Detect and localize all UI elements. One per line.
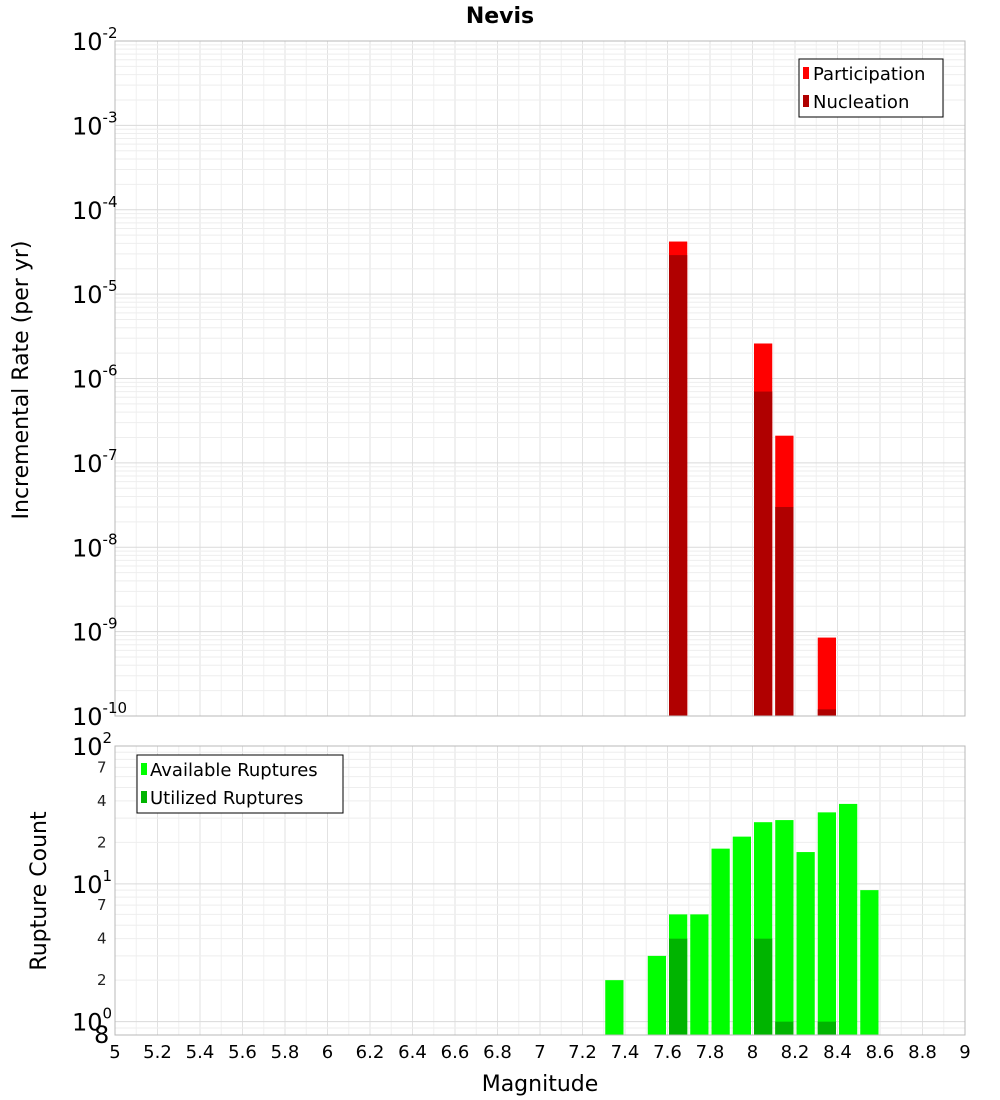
top-y-tick-label: 10-6: [72, 362, 118, 394]
bottom-bar-available-ruptures: [817, 812, 836, 1035]
top-bar-nucleation: [817, 709, 836, 716]
bottom-bar-utilized-ruptures: [775, 1021, 794, 1035]
bottom-y-minor-tick-label: 7: [97, 896, 107, 914]
x-tick-label: 8.8: [908, 1042, 937, 1063]
x-tick-label: 5.8: [271, 1042, 300, 1063]
top-grid: [114, 41, 966, 717]
top-y-tick-label: 10-8: [72, 530, 118, 562]
top-bar-nucleation: [754, 391, 773, 716]
top-plot: 10-10 10-9 10-8 10-7 10-6 10-5 10-4 10-3 10-2 In…: [9, 24, 966, 731]
chart-title: Nevis: [466, 4, 534, 29]
bottom-bar-utilized-ruptures: [754, 938, 773, 1035]
x-tick-label: 5: [109, 1042, 120, 1063]
top-y-tick-label: 10-5: [72, 277, 118, 309]
x-axis-label: Magnitude: [482, 1072, 599, 1097]
x-tick-label: 7.2: [568, 1042, 597, 1063]
bottom-y-tick-label: 102: [72, 729, 112, 761]
x-tick-label: 6: [322, 1042, 333, 1063]
bottom-y-minor-tick-label: 4: [97, 930, 107, 948]
legend-label-available-ruptures: Available Ruptures: [150, 760, 318, 781]
bottom-y-tick-label: 101: [72, 867, 112, 899]
x-tick-label: 8.2: [781, 1042, 810, 1063]
bottom-y-tick-label: 100: [72, 1005, 112, 1037]
x-tick-label: 5.4: [186, 1042, 215, 1063]
bottom-bar-available-ruptures: [860, 890, 879, 1035]
y-axis-label-rupture-count: Rupture Count: [27, 811, 52, 971]
top-bars: [669, 241, 836, 717]
x-tick-label: 6.6: [441, 1042, 470, 1063]
top-plot-border: [114, 40, 966, 717]
x-tick-label: 7.6: [653, 1042, 682, 1063]
bottom-plot: 100 101 102 8 2 4 7 2 4 7 5 5.2 5.4 5.6 5.8 6 6.2 6.4 6.6…: [27, 729, 971, 1097]
bottom-bar-available-ruptures: [839, 803, 858, 1035]
bottom-bar-available-ruptures: [711, 848, 730, 1035]
legend-label-participation: Participation: [813, 64, 925, 85]
bottom-bar-utilized-ruptures: [817, 1021, 836, 1035]
top-bar-nucleation: [669, 255, 688, 717]
top-bar-participation: [817, 637, 836, 716]
bottom-y-ticks: 100 101 102 8 2 4 7 2 4 7: [72, 729, 112, 1049]
bottom-bar-available-ruptures: [796, 852, 815, 1035]
top-legend-box: [798, 58, 944, 118]
top-y-tick-label: 10-2: [72, 24, 118, 56]
bottom-legend: Available Ruptures Utilized Ruptures: [136, 754, 344, 814]
bottom-legend-box: [136, 754, 344, 814]
top-y-tick-label: 10-4: [72, 193, 118, 225]
top-y-tick-label: 10-3: [72, 108, 118, 140]
bottom-y-minor-tick-label: 8: [94, 1021, 109, 1049]
bottom-plot-border: [114, 745, 966, 1036]
legend-swatch-available-ruptures: [141, 763, 147, 775]
bottom-bar-available-ruptures: [647, 955, 666, 1035]
top-y-tick-label: 10-9: [72, 615, 118, 647]
x-tick-label: 7.8: [696, 1042, 725, 1063]
bottom-bar-available-ruptures: [732, 836, 751, 1035]
legend-swatch-utilized-ruptures: [141, 791, 147, 803]
top-bar-nucleation: [775, 506, 794, 716]
bottom-bar-available-ruptures: [605, 980, 624, 1035]
top-y-tick-label: 10-10: [72, 699, 127, 731]
x-tick-labels: 5 5.2 5.4 5.6 5.8 6 6.2 6.4 6.6 6.8 7 7.2 7.4 7.6 7.8 8…: [109, 1042, 970, 1063]
x-tick-label: 8: [747, 1042, 758, 1063]
x-tick-label: 7.4: [611, 1042, 640, 1063]
bottom-bar-available-ruptures: [690, 914, 709, 1035]
bottom-bar-available-ruptures: [775, 820, 794, 1035]
x-tick-label: 5.6: [228, 1042, 257, 1063]
x-tick-label: 6.8: [483, 1042, 512, 1063]
bottom-bars: [605, 803, 879, 1035]
legend-label-utilized-ruptures: Utilized Ruptures: [150, 788, 303, 809]
legend-label-nucleation: Nucleation: [813, 92, 909, 113]
x-tick-label: 5.2: [143, 1042, 172, 1063]
top-y-ticks: 10-10 10-9 10-8 10-7 10-6 10-5 10-4 10-3 10-2: [72, 24, 127, 731]
top-y-tick-label: 10-7: [72, 446, 118, 478]
x-tick-label: 8.6: [866, 1042, 895, 1063]
bottom-y-minor-tick-label: 2: [97, 971, 107, 989]
x-tick-label: 8.4: [823, 1042, 852, 1063]
legend-swatch-nucleation: [803, 95, 809, 107]
bottom-y-minor-tick-label: 4: [97, 792, 107, 810]
x-tick-label: 6.4: [398, 1042, 427, 1063]
bottom-bar-utilized-ruptures: [669, 938, 688, 1035]
x-tick-label: 9: [959, 1042, 970, 1063]
x-tick-label: 7: [534, 1042, 545, 1063]
x-tick-label: 6.2: [356, 1042, 385, 1063]
top-y-axis-label: Incremental Rate (per yr): [9, 241, 34, 520]
bottom-y-minor-tick-label: 2: [97, 833, 107, 851]
top-legend: Participation Nucleation: [798, 58, 944, 118]
legend-swatch-participation: [803, 67, 809, 79]
bottom-y-minor-tick-label: 7: [97, 758, 107, 776]
